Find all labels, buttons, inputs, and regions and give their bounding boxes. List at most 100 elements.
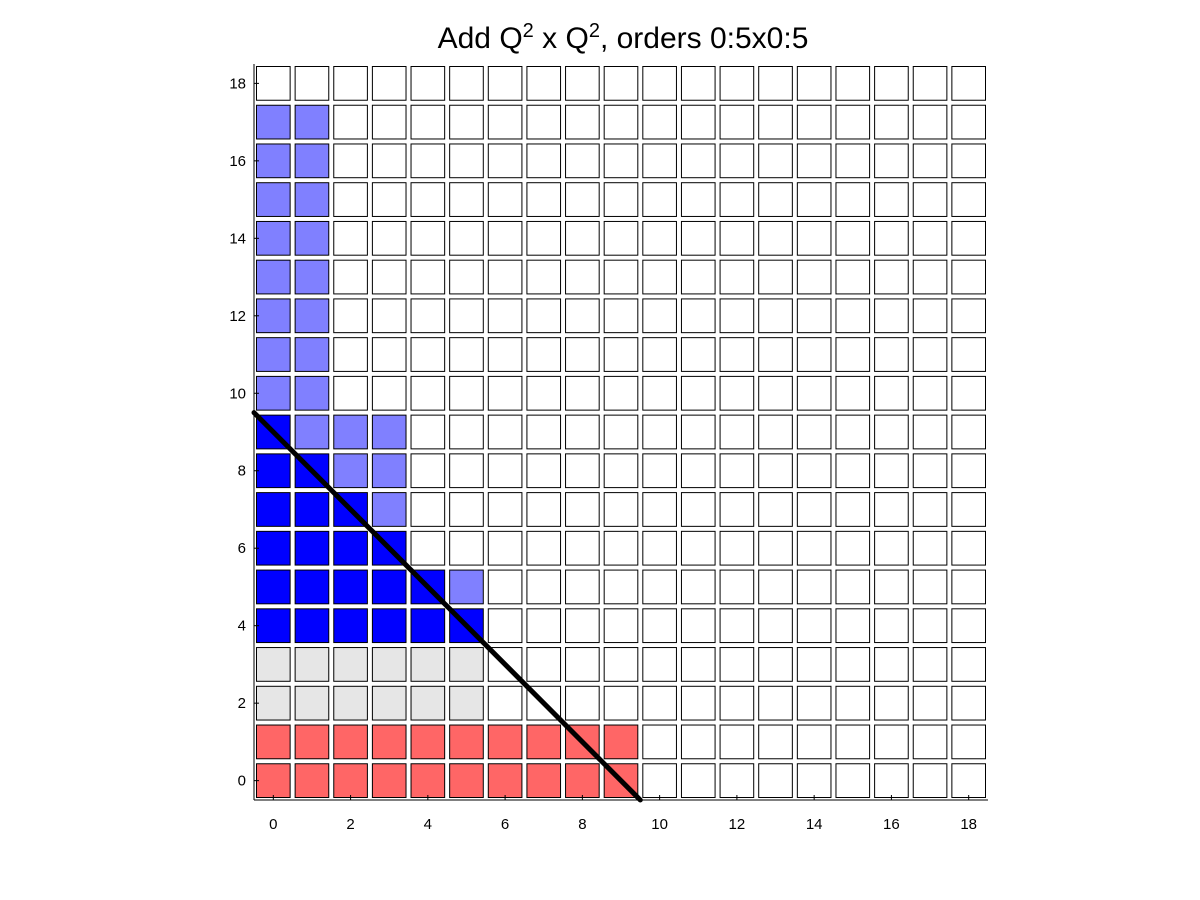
- cell-6-9: [487, 414, 523, 450]
- cell-14-16: [796, 143, 832, 179]
- cell-14-0: [796, 763, 832, 799]
- cell-8-12: [565, 298, 600, 334]
- x-tick-label: 10: [651, 816, 668, 833]
- cell-12-4: [719, 608, 755, 644]
- cell-7-1: [526, 724, 562, 760]
- cell-10-16: [642, 143, 677, 179]
- cell-18-13: [951, 259, 986, 295]
- cell-13-11: [758, 337, 793, 372]
- cell-8-4: [565, 608, 600, 644]
- cell-2-11: [333, 337, 368, 372]
- cell-15-9: [835, 414, 871, 450]
- cell-9-2: [603, 685, 639, 721]
- cell-5-13: [449, 259, 484, 295]
- x-tick-label: 2: [346, 816, 354, 833]
- cell-1-3: [294, 647, 330, 682]
- cell-0-14: [256, 220, 291, 256]
- y-tick-label: 8: [238, 463, 246, 480]
- cell-9-13: [603, 259, 639, 295]
- cell-6-5: [487, 569, 523, 605]
- cell-16-10: [874, 375, 909, 411]
- cell-18-10: [951, 375, 986, 411]
- cell-11-13: [680, 259, 716, 295]
- cell-3-13: [371, 259, 407, 295]
- cell-0-2: [256, 685, 291, 721]
- cell-0-4: [256, 608, 291, 644]
- cell-15-8: [835, 453, 871, 489]
- cell-7-18: [526, 66, 562, 101]
- cell-16-14: [874, 220, 909, 256]
- cell-9-17: [603, 104, 639, 140]
- cell-17-8: [912, 453, 948, 489]
- cell-0-16: [256, 143, 291, 179]
- cell-8-16: [565, 143, 600, 179]
- cell-7-4: [526, 608, 562, 644]
- cell-13-15: [758, 182, 793, 217]
- cell-15-11: [835, 337, 871, 372]
- cell-14-5: [796, 569, 832, 605]
- cell-13-8: [758, 453, 793, 489]
- cell-7-6: [526, 530, 562, 566]
- cell-16-3: [874, 647, 909, 682]
- cell-9-3: [603, 647, 639, 682]
- cell-4-6: [410, 530, 446, 566]
- cell-1-18: [294, 66, 330, 101]
- y-tick-label: 2: [238, 695, 246, 712]
- cell-13-5: [758, 569, 793, 605]
- cell-9-10: [603, 375, 639, 411]
- cell-18-3: [951, 647, 986, 682]
- cell-2-18: [333, 66, 368, 101]
- cell-2-10: [333, 375, 368, 411]
- cell-1-0: [294, 763, 330, 799]
- cell-3-4: [371, 608, 407, 644]
- cell-8-9: [565, 414, 600, 450]
- cell-10-13: [642, 259, 677, 295]
- cell-6-4: [487, 608, 523, 644]
- cell-0-15: [256, 182, 291, 217]
- cell-6-16: [487, 143, 523, 179]
- cell-18-1: [951, 724, 986, 760]
- cell-2-12: [333, 298, 368, 334]
- cell-0-1: [256, 724, 291, 760]
- cell-3-3: [371, 647, 407, 682]
- x-axis-ticks: 0 2 4 6 8 10 12 14 16 18: [269, 795, 977, 833]
- cell-13-12: [758, 298, 793, 334]
- cell-16-13: [874, 259, 909, 295]
- chart-title: Add Q2 x Q2, orders 0:5x0:5: [438, 20, 809, 55]
- cell-18-5: [951, 569, 986, 605]
- cell-12-9: [719, 414, 755, 450]
- x-tick-label: 16: [883, 816, 900, 833]
- cell-12-13: [719, 259, 755, 295]
- cell-13-18: [758, 66, 793, 101]
- cell-17-14: [912, 220, 948, 256]
- cell-1-17: [294, 104, 330, 140]
- cell-18-7: [951, 492, 986, 527]
- cell-4-13: [410, 259, 446, 295]
- cell-12-11: [719, 337, 755, 372]
- cell-7-0: [526, 763, 562, 799]
- cell-10-18: [642, 66, 677, 101]
- cell-15-13: [835, 259, 871, 295]
- cell-5-12: [449, 298, 484, 334]
- cell-1-12: [294, 298, 330, 334]
- cell-12-16: [719, 143, 755, 179]
- cell-11-8: [680, 453, 716, 489]
- cell-1-1: [294, 724, 330, 760]
- cell-2-0: [333, 763, 368, 799]
- cell-13-0: [758, 763, 793, 799]
- axes: [253, 64, 988, 801]
- cell-9-6: [603, 530, 639, 566]
- cell-7-17: [526, 104, 562, 140]
- cell-3-12: [371, 298, 407, 334]
- cell-8-14: [565, 220, 600, 256]
- cell-3-11: [371, 337, 407, 372]
- cell-5-0: [449, 763, 484, 799]
- cell-15-4: [835, 608, 871, 644]
- cell-1-9: [294, 414, 330, 450]
- cell-18-4: [951, 608, 986, 644]
- cell-11-12: [680, 298, 716, 334]
- cell-13-1: [758, 724, 793, 760]
- cell-14-11: [796, 337, 832, 372]
- cell-9-8: [603, 453, 639, 489]
- cell-3-7: [371, 492, 407, 527]
